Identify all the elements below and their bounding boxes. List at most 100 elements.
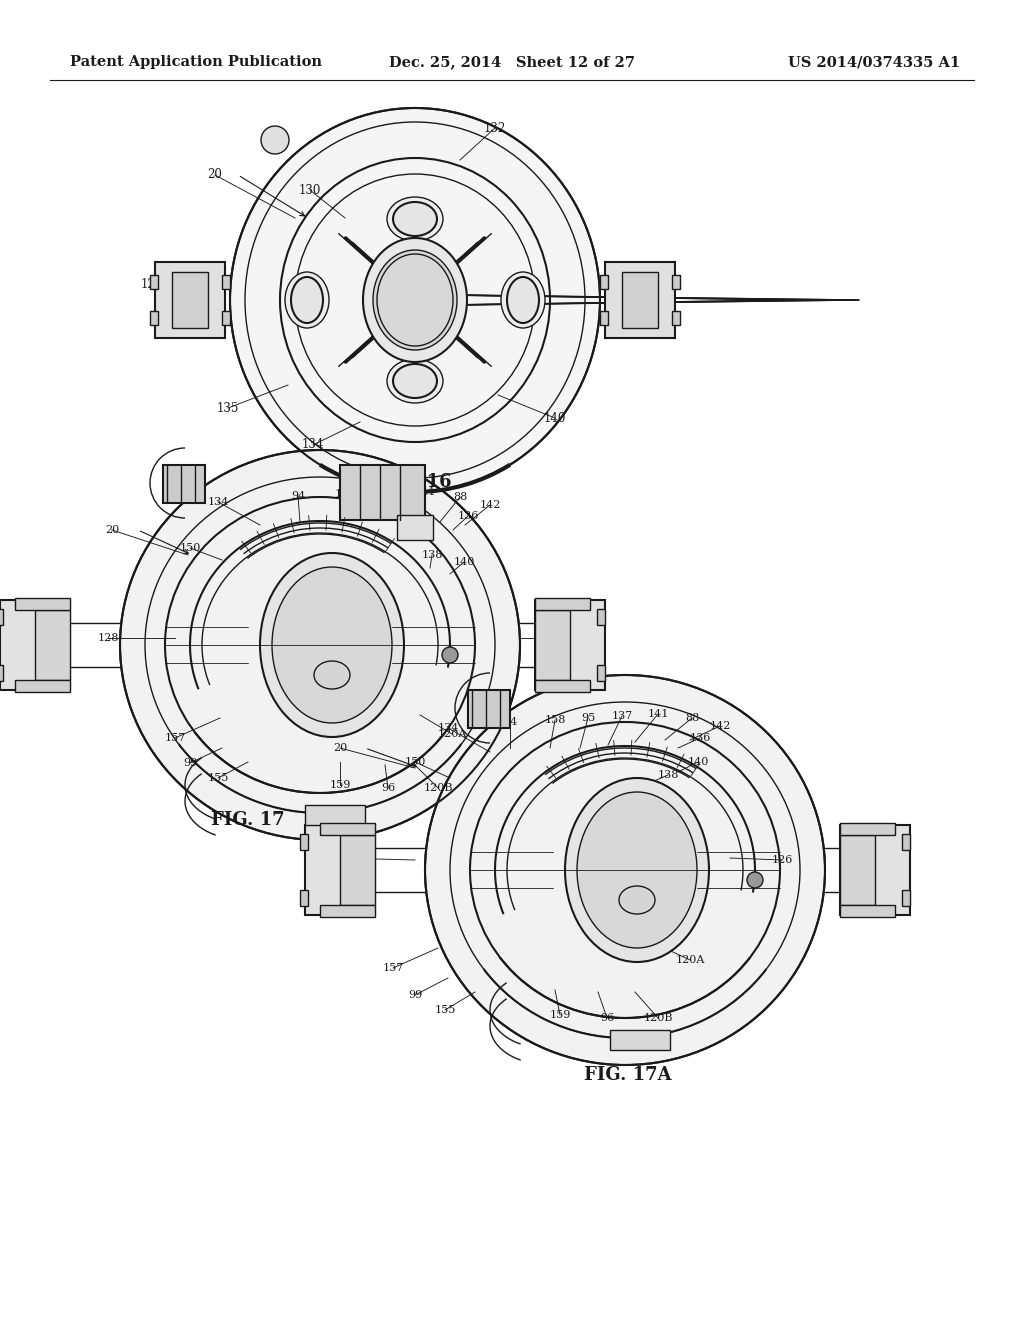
Text: Patent Application Publication: Patent Application Publication [70, 55, 322, 69]
Text: 94: 94 [291, 491, 305, 502]
Text: 142: 142 [710, 721, 731, 731]
Bar [0, 601, 70, 690]
Text: 140: 140 [544, 412, 566, 425]
Text: 20: 20 [208, 169, 222, 181]
Ellipse shape [230, 108, 600, 492]
Bar [840, 836, 874, 906]
Bar [840, 822, 895, 836]
Ellipse shape [260, 553, 404, 737]
Text: 88: 88 [453, 492, 467, 502]
Text: 20: 20 [104, 525, 119, 535]
Text: 134: 134 [302, 438, 325, 451]
Circle shape [746, 873, 763, 888]
Text: 99: 99 [183, 758, 198, 768]
Ellipse shape [261, 125, 289, 154]
Text: 132: 132 [484, 121, 506, 135]
Bar [305, 805, 365, 825]
Ellipse shape [373, 249, 457, 350]
Text: 140: 140 [687, 756, 709, 767]
Text: 138: 138 [657, 770, 679, 780]
Text: 95: 95 [581, 713, 595, 723]
Bar [319, 822, 375, 836]
Text: 159: 159 [330, 780, 350, 789]
Bar [163, 465, 205, 503]
Bar [535, 680, 590, 692]
Text: 120B: 120B [643, 1012, 673, 1023]
Bar [597, 609, 605, 624]
Text: 142: 142 [479, 500, 501, 510]
Bar [535, 601, 605, 690]
Text: 150: 150 [404, 756, 426, 767]
Text: 96: 96 [381, 783, 395, 793]
Bar [597, 665, 605, 681]
Text: 88: 88 [685, 713, 699, 723]
Bar [840, 825, 910, 915]
Text: 99: 99 [408, 990, 422, 1001]
Bar [600, 312, 608, 325]
Text: 155: 155 [207, 774, 228, 783]
Bar [300, 890, 308, 906]
Ellipse shape [362, 238, 467, 362]
Bar [150, 312, 158, 325]
Ellipse shape [393, 202, 437, 236]
Bar [300, 834, 308, 850]
Text: 138: 138 [421, 550, 442, 560]
Text: 137: 137 [611, 711, 633, 721]
Text: 135: 135 [217, 401, 240, 414]
Bar [622, 272, 658, 327]
Bar [222, 312, 230, 325]
Text: Dec. 25, 2014 Sheet 12 of 27: Dec. 25, 2014 Sheet 12 of 27 [389, 55, 635, 69]
Bar [15, 598, 70, 610]
Text: 158: 158 [334, 488, 355, 499]
Bar [35, 610, 70, 680]
Bar [902, 890, 910, 906]
Bar [600, 275, 608, 289]
Ellipse shape [507, 277, 539, 323]
Ellipse shape [387, 197, 443, 242]
Text: US 2014/0374335 A1: US 2014/0374335 A1 [787, 55, 961, 69]
Bar [340, 836, 375, 906]
Text: 157: 157 [165, 733, 185, 743]
Bar [305, 825, 375, 915]
Bar [397, 515, 433, 540]
Bar [0, 665, 3, 681]
Ellipse shape [425, 675, 825, 1065]
Bar [672, 312, 680, 325]
Text: 126: 126 [561, 634, 583, 643]
Ellipse shape [387, 359, 443, 403]
Text: 130: 130 [299, 183, 322, 197]
Text: 136: 136 [458, 511, 478, 521]
Ellipse shape [314, 661, 350, 689]
Bar [535, 610, 570, 680]
Bar [155, 261, 225, 338]
Text: FIG. 17A: FIG. 17A [584, 1067, 672, 1084]
Text: 128: 128 [97, 634, 119, 643]
Text: 94: 94 [503, 717, 517, 727]
Text: 134: 134 [207, 498, 228, 507]
Text: FIG. 17: FIG. 17 [211, 810, 285, 829]
Text: 158: 158 [545, 715, 565, 725]
Text: 20: 20 [333, 743, 347, 752]
Text: 128: 128 [141, 279, 163, 292]
Ellipse shape [577, 792, 697, 948]
Bar [15, 680, 70, 692]
Circle shape [442, 647, 458, 663]
Text: 120A: 120A [437, 729, 467, 739]
Text: 126: 126 [649, 279, 671, 292]
Ellipse shape [272, 568, 392, 723]
Ellipse shape [501, 272, 545, 327]
Text: 120B: 120B [423, 783, 453, 793]
Text: 155: 155 [434, 1005, 456, 1015]
Bar [468, 690, 510, 729]
Bar [672, 275, 680, 289]
Text: 159: 159 [549, 1010, 570, 1020]
Text: 128: 128 [328, 853, 349, 863]
Text: 150: 150 [179, 543, 201, 553]
Bar [605, 261, 675, 338]
Text: 126: 126 [771, 855, 793, 865]
Text: 157: 157 [382, 964, 403, 973]
Text: FIG. 16: FIG. 16 [378, 473, 452, 491]
Ellipse shape [120, 450, 520, 840]
Bar [222, 275, 230, 289]
Ellipse shape [291, 277, 323, 323]
